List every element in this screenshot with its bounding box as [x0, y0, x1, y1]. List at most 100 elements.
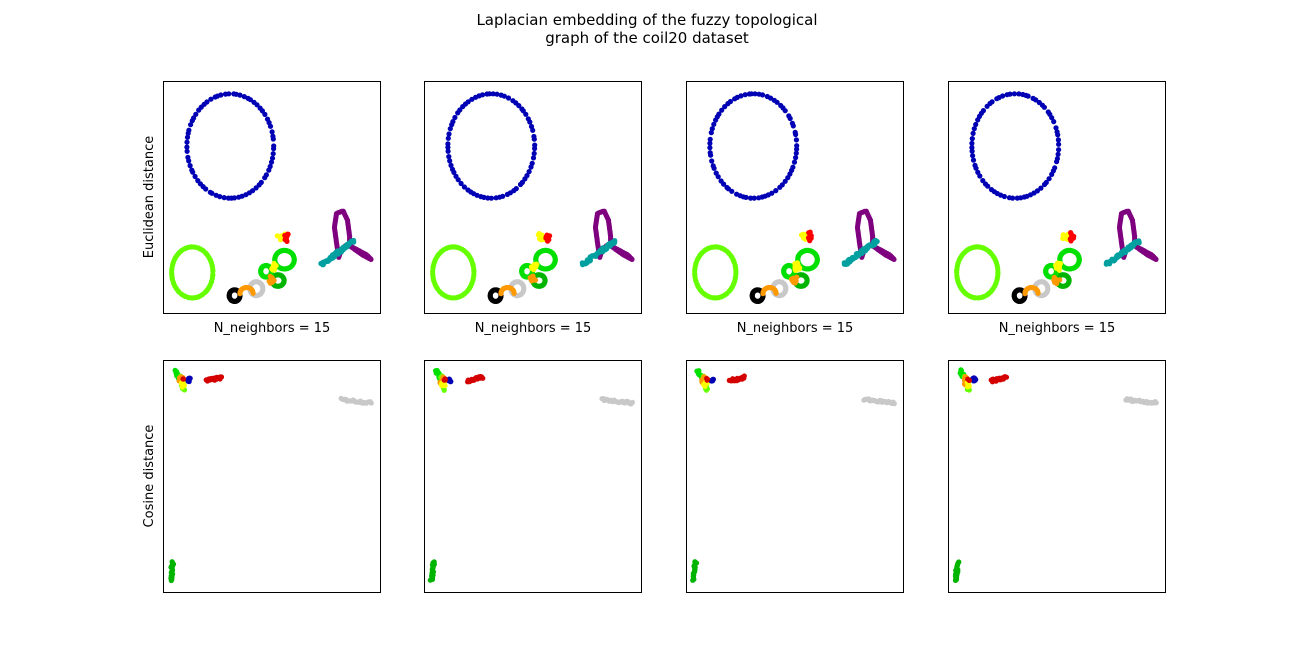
- scatter-point: [1036, 99, 1042, 106]
- subplot-cosine-1: [163, 360, 381, 593]
- figure-title-line-2: graph of the coil20 dataset: [545, 29, 749, 47]
- scatter-point: [733, 271, 739, 277]
- scatter-point: [270, 133, 276, 139]
- scatter-point: [969, 140, 975, 146]
- scatter-point: [269, 155, 276, 161]
- scatter-point: [710, 376, 717, 382]
- cluster-orange-8: [498, 284, 517, 297]
- scatter-point: [1054, 261, 1060, 267]
- scatter-point: [494, 91, 500, 97]
- cluster-bright-green-3: [1057, 247, 1082, 272]
- scatter-point: [439, 383, 445, 389]
- scatter-point: [1068, 235, 1074, 242]
- scatter-point: [794, 146, 800, 152]
- scatter-point: [966, 383, 972, 389]
- scatter-point: [283, 237, 289, 243]
- scatter-point: [709, 158, 715, 164]
- subplot-euclidean-3: N_neighbors = 15: [686, 81, 904, 336]
- scatter-point: [282, 232, 288, 239]
- scatter-point: [445, 135, 451, 141]
- scatter-point: [1136, 238, 1142, 244]
- scatter-point: [251, 99, 257, 105]
- scatter-point: [218, 374, 225, 380]
- scatter-point: [891, 401, 897, 407]
- subplot-cosine-3: [686, 360, 904, 593]
- axes-frame: [163, 81, 381, 314]
- scatter-point: [519, 106, 525, 112]
- scatter-point: [264, 116, 271, 122]
- scatter-point: [447, 158, 453, 164]
- subplot-euclidean-1: N_neighbors = 15: [163, 81, 381, 336]
- scatter-point: [971, 126, 977, 132]
- cluster-orange-8: [237, 284, 256, 297]
- scatter-point: [973, 165, 979, 171]
- scatter-point: [792, 129, 798, 135]
- scatter-point: [790, 164, 796, 170]
- scatter-point: [994, 96, 1000, 102]
- cluster-blue-1: [969, 91, 1062, 201]
- scatter-point: [1003, 374, 1010, 380]
- scatter-point: [531, 150, 537, 157]
- scatter-point: [498, 291, 504, 297]
- scatter-point: [184, 139, 190, 145]
- scatter-point: [1043, 179, 1049, 186]
- scatter-point: [769, 190, 775, 196]
- scatter-point: [743, 194, 749, 200]
- scatter-point: [1055, 151, 1061, 157]
- scatter-point: [250, 188, 256, 194]
- scatter-point: [210, 272, 216, 278]
- scatter-point: [713, 117, 719, 123]
- scatter-point: [528, 123, 535, 130]
- scatter-point: [452, 114, 458, 121]
- cluster-gray-8: [1123, 396, 1159, 406]
- scatter-point: [807, 234, 813, 240]
- scatter-point: [530, 273, 536, 279]
- scatter-point: [692, 559, 698, 565]
- scatter-point: [1004, 92, 1010, 98]
- scatter-point: [471, 271, 477, 277]
- scatter-point: [701, 382, 707, 388]
- scatter-point: [231, 91, 237, 97]
- scatter-point: [542, 278, 548, 284]
- cluster-yellow-10: [269, 260, 279, 273]
- scatter-point: [490, 91, 496, 97]
- cluster-orange-9: [527, 273, 539, 284]
- scatter-point: [806, 230, 812, 236]
- cluster-gray-8: [861, 396, 897, 407]
- scatter-point: [742, 92, 748, 98]
- scatter-point: [266, 278, 272, 284]
- axes-frame: [686, 81, 904, 314]
- scatter-point: [752, 91, 758, 97]
- scatter-point: [209, 190, 215, 196]
- axes-frame: [686, 360, 904, 593]
- cluster-lime-2: [430, 244, 477, 301]
- scatter-point: [221, 195, 227, 201]
- subplot-euclidean-2: N_neighbors = 15: [424, 81, 642, 336]
- scatter-point: [956, 559, 962, 565]
- scatter-point: [448, 162, 454, 168]
- cluster-dark-red-6: [965, 376, 972, 383]
- scatter-point: [217, 194, 223, 200]
- scatter-point: [711, 165, 717, 171]
- cluster-teal-14: [841, 237, 880, 267]
- scatter-point: [1055, 137, 1061, 143]
- cluster-dark-red-7: [726, 373, 747, 384]
- scatter-point: [532, 145, 538, 152]
- scatter-point: [995, 271, 1001, 277]
- x-axis-label: N_neighbors = 15: [475, 321, 592, 336]
- scatter-point: [709, 126, 715, 132]
- scatter-point: [257, 105, 263, 111]
- subplot-euclidean-4: N_neighbors = 15: [948, 81, 1166, 336]
- cluster-teal-14: [1103, 238, 1142, 267]
- cluster-dark-red-6: [180, 376, 187, 382]
- scatter-point: [977, 173, 983, 179]
- scatter-point: [431, 559, 437, 565]
- scatter-point: [545, 238, 551, 244]
- scatter-point: [269, 129, 275, 135]
- scatter-point: [1066, 278, 1072, 285]
- scatter-point: [208, 96, 214, 102]
- scatter-point: [975, 117, 981, 123]
- scatter-point: [447, 126, 453, 132]
- scatter-point: [741, 373, 747, 379]
- scatter-point: [351, 237, 357, 244]
